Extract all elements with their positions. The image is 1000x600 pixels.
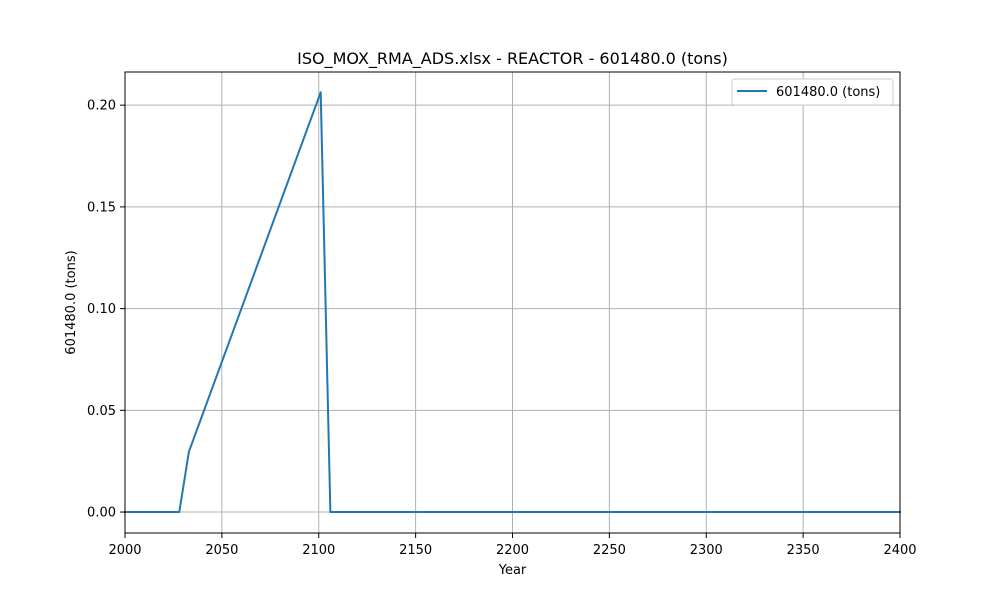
x-tick-label: 2400 bbox=[883, 543, 916, 558]
x-tick-label: 2200 bbox=[496, 543, 529, 558]
x-tick-label: 2250 bbox=[593, 543, 626, 558]
x-tick-label: 2350 bbox=[787, 543, 820, 558]
y-tick-label: 0.10 bbox=[87, 302, 116, 317]
x-axis-label: Year bbox=[498, 563, 527, 578]
grid bbox=[124, 72, 901, 533]
x-axis: 2000 2050 2100 2150 2200 2250 2300 2350 2400 bbox=[108, 533, 917, 558]
y-axis-label: 601480.0 (tons) bbox=[64, 250, 79, 354]
series-line bbox=[124, 91, 901, 514]
x-tick-label: 2100 bbox=[302, 543, 335, 558]
y-tick-label: 0.05 bbox=[87, 404, 116, 419]
legend-box bbox=[731, 78, 894, 106]
x-tick-label: 2150 bbox=[399, 543, 432, 558]
x-tick-label: 2300 bbox=[690, 543, 723, 558]
y-axis: 0.00 0.05 0.10 0.15 0.20 bbox=[87, 99, 125, 521]
y-tick-label: 0.00 bbox=[87, 506, 116, 521]
series-layer bbox=[124, 91, 901, 514]
legend: 601480.0 (tons) bbox=[731, 78, 894, 106]
y-tick-label: 0.20 bbox=[87, 99, 116, 114]
x-tick-label: 2050 bbox=[205, 543, 238, 558]
legend-label: 601480.0 (tons) bbox=[776, 85, 880, 100]
y-tick-label: 0.15 bbox=[87, 200, 116, 215]
x-tick-label: 2000 bbox=[108, 543, 141, 558]
chart-title: ISO_MOX_RMA_ADS.xlsx - REACTOR - 601480.… bbox=[297, 49, 728, 69]
